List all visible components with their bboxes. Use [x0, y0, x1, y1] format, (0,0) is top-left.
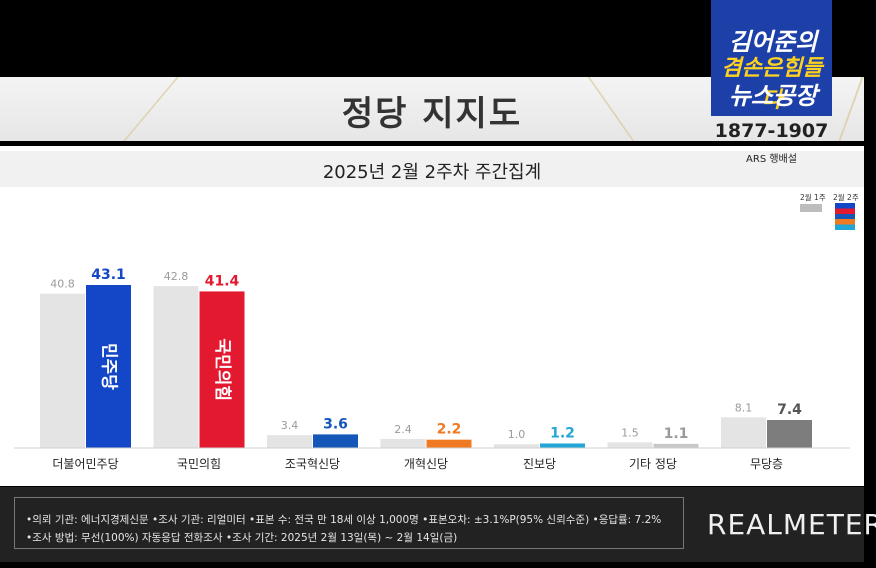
survey-info-line2: •조사 방법: 무선(100%) 자동응답 전화조사 •조사 기간: 2025년… — [26, 532, 458, 544]
bar-curr-5 — [653, 443, 699, 448]
bar-prev-0 — [40, 293, 85, 448]
category-label-1: 국민의힘 — [177, 457, 221, 471]
value-label-prev-3: 2.4 — [394, 423, 412, 436]
survey-info-line1: •의뢰 기관: 에너지경제신문 •조사 기관: 리얼미터 •표본 수: 전국 만… — [26, 514, 662, 526]
bar-prev-6 — [721, 417, 766, 448]
value-label-curr-2: 3.6 — [323, 416, 348, 432]
legend-curr-label: 2월 2주 — [833, 193, 859, 202]
value-label-curr-5: 1.1 — [664, 426, 689, 442]
brand-show: 뉴스공장 — [728, 82, 818, 110]
chart-panel — [0, 146, 864, 486]
value-label-prev-2: 3.4 — [281, 419, 299, 432]
value-label-prev-4: 1.0 — [508, 428, 526, 441]
realmeter-logo: REALMETER — [707, 508, 876, 541]
value-label-curr-0: 43.1 — [91, 267, 126, 283]
bar-curr-6 — [767, 420, 812, 448]
category-label-6: 무당층 — [750, 457, 783, 471]
brand-name: 김어준의 — [728, 28, 818, 56]
show-brand: 김어준의 겸손은힘들다 뉴스공장 — [711, 0, 832, 140]
bar-prev-2 — [267, 435, 312, 448]
bar-curr-2 — [313, 434, 358, 448]
value-label-prev-6: 8.1 — [735, 401, 753, 414]
value-label-prev-0: 40.8 — [50, 278, 75, 291]
value-label-curr-1: 41.4 — [205, 273, 240, 289]
chart-subtitle: 2025년 2월 2주차 주간집계 — [322, 162, 542, 183]
legend-curr-swatch — [835, 203, 855, 230]
bar-curr-4 — [540, 443, 585, 448]
bar-prev-5 — [607, 442, 653, 448]
category-label-4: 진보당 — [523, 457, 556, 471]
party-logo-text-0: 민주당 — [99, 343, 119, 390]
legend-prev-label: 2월 1주 — [800, 193, 826, 202]
value-label-curr-6: 7.4 — [777, 402, 802, 418]
category-label-3: 개혁신당 — [404, 457, 448, 471]
page-title: 정당 지지도 — [341, 94, 523, 134]
value-label-prev-1: 42.8 — [164, 270, 189, 283]
bar-prev-3 — [380, 438, 426, 448]
bar-curr-0 — [86, 285, 131, 448]
category-label-5: 기타 정당 — [629, 457, 677, 471]
value-label-curr-3: 2.2 — [437, 422, 462, 438]
value-label-prev-5: 1.5 — [621, 426, 639, 439]
bar-curr-3 — [426, 439, 472, 448]
category-label-0: 더불어민주당 — [52, 457, 118, 471]
value-label-curr-4: 1.2 — [550, 425, 575, 441]
survey-info-box — [14, 497, 684, 549]
bar-curr-1 — [199, 291, 245, 448]
footer-bar — [0, 487, 864, 562]
brand-phone: 1877-1907 — [714, 120, 829, 142]
bar-prev-4 — [494, 444, 539, 448]
legend-prev-swatch — [800, 204, 822, 212]
bar-prev-1 — [153, 286, 199, 448]
brand-slogan: 겸손은힘들다 — [721, 56, 823, 113]
subtitle-band — [0, 151, 864, 187]
category-label-2: 조국혁신당 — [285, 457, 340, 471]
party-logo-text-1: 국민의힘 — [212, 338, 233, 401]
brand-ars: ARS 행배설 — [746, 154, 797, 165]
